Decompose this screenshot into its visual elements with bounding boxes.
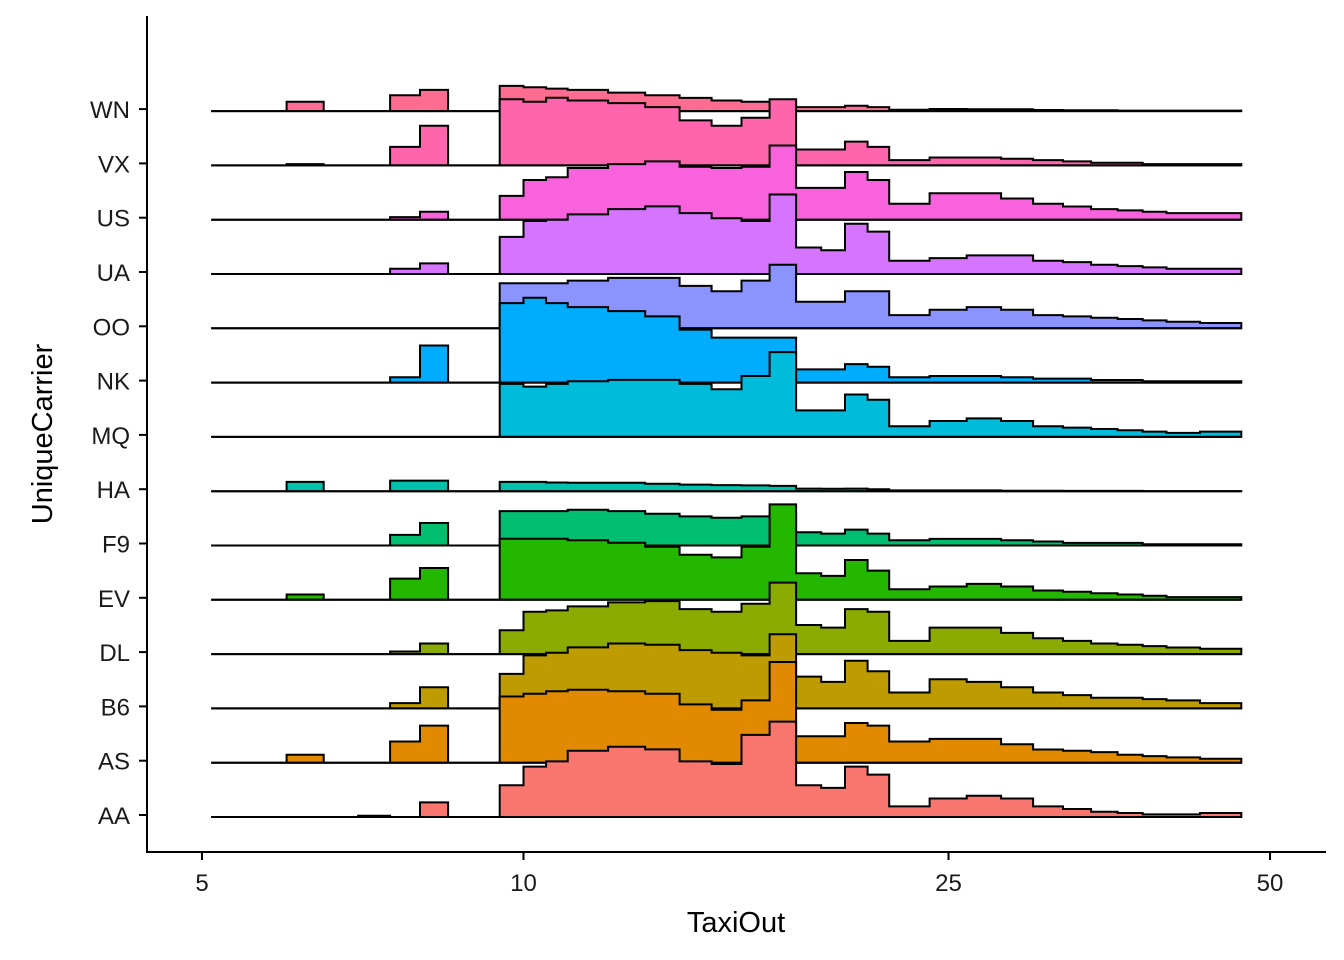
y-tick-label-f9: F9: [102, 532, 130, 559]
y-tick-label-ha: HA: [97, 477, 130, 504]
y-tick-label-nk: NK: [97, 369, 130, 396]
ridge-oo: [211, 263, 1243, 330]
x-axis-ticks: 5 10 25 50: [195, 852, 1283, 897]
ridge-ha: [211, 479, 1243, 493]
y-tick-label-b6: B6: [101, 694, 130, 721]
x-axis-title: TaxiOut: [687, 907, 785, 939]
y-tick-label-as: AS: [98, 749, 130, 776]
y-tick-label-oo: OO: [93, 314, 130, 341]
y-tick-label-us: US: [97, 206, 130, 233]
y-tick-label-dl: DL: [99, 640, 130, 667]
y-axis-title: UniqueCarrier: [27, 343, 59, 524]
ridge-f9: [211, 508, 1243, 547]
x-tick-label-50: 50: [1257, 870, 1284, 897]
y-tick-label-wn: WN: [90, 97, 130, 124]
y-tick-label-vx: VX: [98, 151, 130, 178]
y-tick-label-mq: MQ: [91, 423, 130, 450]
ridge-mq: [211, 351, 1243, 438]
y-axis-ticks: WN VX US UA OO NK MQ HA F9 EV DL B6 AS AA: [90, 97, 147, 830]
ridge-as: [211, 661, 1243, 764]
ridge-group: [211, 84, 1243, 818]
ridge-wn: [211, 84, 1243, 113]
y-tick-label-aa: AA: [98, 803, 130, 830]
x-tick-label-25: 25: [935, 870, 962, 897]
y-tick-label-ev: EV: [98, 586, 130, 613]
ridge-vx: [211, 96, 1243, 167]
x-tick-label-10: 10: [510, 870, 537, 897]
y-tick-label-ua: UA: [97, 260, 130, 287]
ridge-ev: [211, 503, 1243, 601]
x-tick-label-5: 5: [195, 870, 208, 897]
